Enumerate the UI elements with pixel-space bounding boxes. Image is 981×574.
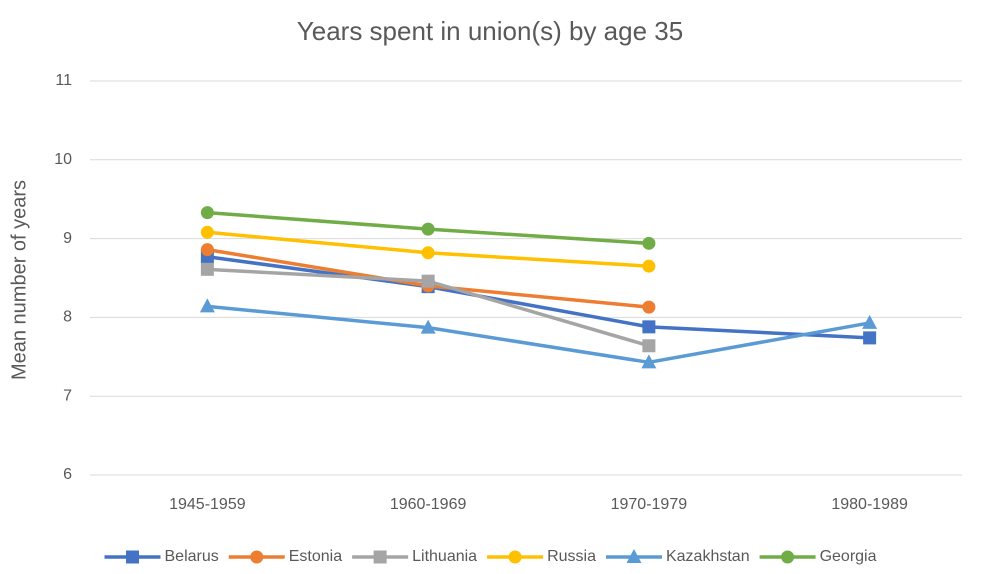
x-tick-label: 1970-1979 (611, 496, 688, 513)
legend: Belarus Estonia Lithuania Russia Kazakhstan G… (104, 548, 877, 565)
series-line (207, 254, 870, 340)
legend-label: Belarus (164, 548, 218, 565)
marker (781, 550, 795, 564)
legend-item: Estonia (228, 548, 342, 565)
marker (642, 320, 656, 334)
marker (420, 319, 436, 334)
x-tick-label: 1980-1989 (831, 496, 908, 513)
y-tick-label: 6 (63, 466, 72, 483)
marker (421, 246, 435, 260)
legend-label: Russia (547, 548, 596, 565)
y-axis-label: Mean number of years (8, 180, 30, 380)
legend-item: Georgia (759, 548, 877, 565)
marker (373, 550, 387, 564)
legend-item: Lithuania (352, 548, 477, 565)
y-tick-label: 8 (63, 309, 72, 326)
x-tick-label: 1960-1969 (390, 496, 467, 513)
marker (421, 222, 435, 236)
legend-item: Belarus (104, 548, 219, 565)
marker (641, 354, 657, 369)
marker (642, 339, 656, 353)
legend-label: Georgia (820, 548, 877, 565)
x-tick-label: 1945-1959 (169, 496, 246, 513)
y-tick-label: 10 (54, 151, 72, 168)
marker (125, 550, 139, 564)
marker (200, 206, 214, 220)
marker (863, 331, 877, 345)
y-tick-label: 11 (55, 72, 72, 89)
legend-label: Lithuania (412, 548, 477, 565)
chart-title: Years spent in union(s) by age 35 (297, 16, 683, 46)
marker (200, 225, 214, 239)
legend-label: Estonia (289, 548, 342, 565)
series-line (207, 304, 870, 365)
marker (642, 300, 656, 314)
y-tick-label: 9 (63, 230, 72, 247)
marker (200, 262, 214, 276)
legend-label: Kazakhstan (666, 548, 750, 565)
marker (862, 314, 878, 329)
marker (200, 243, 214, 257)
marker (642, 259, 656, 273)
marker (626, 549, 642, 563)
marker (199, 298, 215, 313)
legend-item: Russia (487, 548, 596, 565)
y-tick-label: 7 (63, 387, 72, 404)
legend-item: Kazakhstan (605, 548, 750, 565)
marker (508, 550, 522, 564)
marker (642, 236, 656, 250)
marker (421, 274, 435, 288)
marker (250, 550, 264, 564)
